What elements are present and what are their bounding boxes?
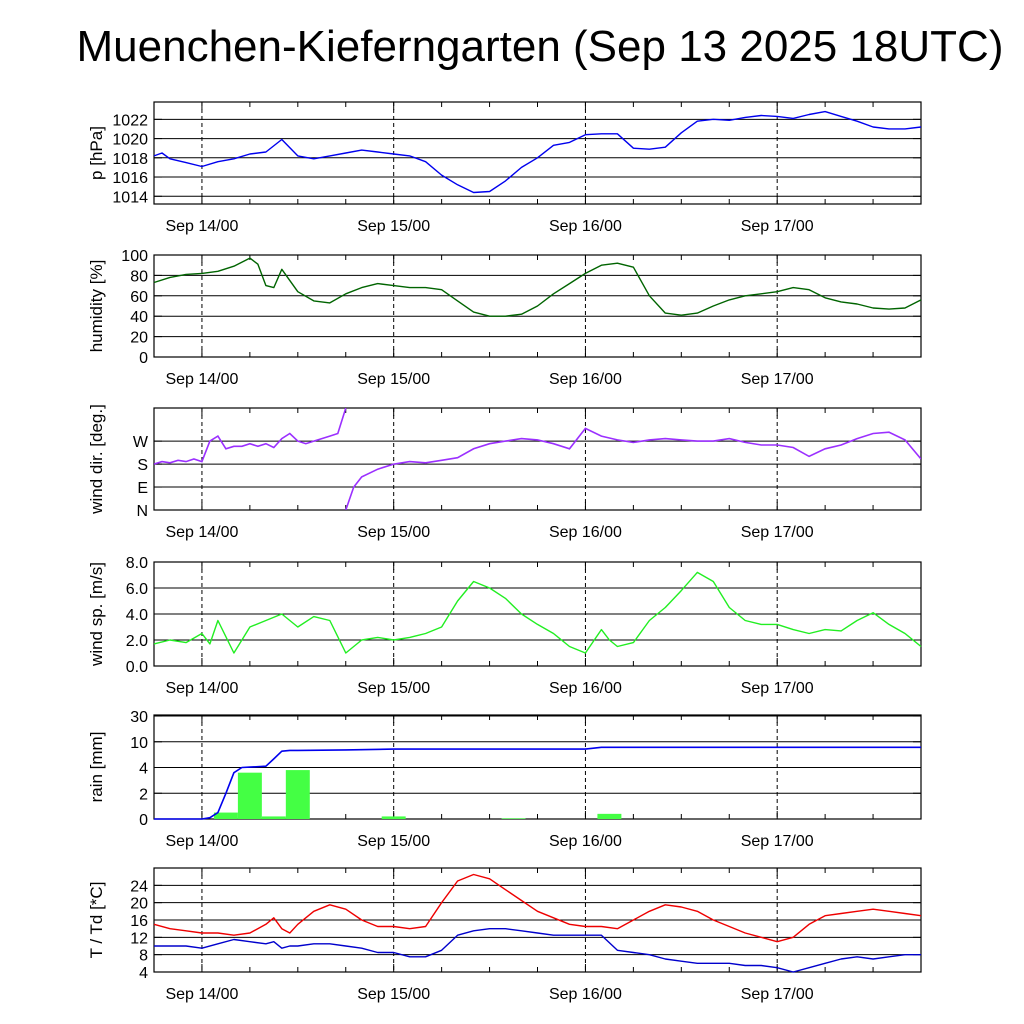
temperature-ylabel: T / Td [*C]: [87, 882, 106, 959]
temperature-ytick-label: 4: [139, 965, 148, 982]
rain-bar: [501, 818, 526, 819]
pressure-ytick-label: 1014: [112, 189, 148, 206]
wind_dir-xtick-label: Sep 16/00: [549, 524, 622, 541]
pressure-line: [153, 110, 922, 194]
wind_speed-frame: [153, 561, 922, 667]
temperature-ytick-label: 16: [130, 913, 148, 930]
humidity-ytick-label: 80: [130, 268, 148, 285]
wind_dir-xtick-label: Sep 15/00: [357, 524, 430, 541]
temperature-frame: [153, 867, 922, 973]
humidity-xtick-label: Sep 14/00: [165, 371, 238, 388]
wind_speed-ytick-label: 4.0: [126, 607, 148, 624]
humidity-ytick-label: 40: [130, 309, 148, 326]
temperature-xtick-label: Sep 16/00: [549, 986, 622, 1003]
pressure-xtick-label: Sep 16/00: [549, 218, 622, 235]
rain-bar: [285, 770, 310, 819]
pressure-ytick-label: 1022: [112, 112, 148, 129]
rain-ytick-label: 30: [130, 709, 148, 726]
humidity-xtick-label: Sep 15/00: [357, 371, 430, 388]
wind_dir-ytick-label: S: [137, 457, 148, 474]
humidity-frame: [153, 254, 922, 358]
rain-xtick-label: Sep 14/00: [165, 833, 238, 850]
humidity-ytick-label: 60: [130, 289, 148, 306]
rain-accumulated-line: [154, 746, 921, 820]
wind_dir-ytick-label: W: [133, 434, 149, 451]
pressure-xtick-label: Sep 14/00: [165, 218, 238, 235]
humidity-line: [153, 257, 922, 317]
temperature-xtick-label: Sep 17/00: [741, 986, 814, 1003]
rain-ylabel: rain [mm]: [87, 732, 106, 803]
wind_dir-frame: [153, 407, 922, 511]
humidity-xtick-label: Sep 16/00: [549, 371, 622, 388]
wind_dir-xtick-label: Sep 14/00: [165, 524, 238, 541]
wind_speed-xtick-label: Sep 14/00: [165, 680, 238, 697]
rain-xtick-label: Sep 16/00: [549, 833, 622, 850]
wind_speed-ylabel: wind sp. [m/s]: [87, 562, 106, 667]
rain-bar: [381, 816, 406, 819]
pressure-ylabel: p [hPa]: [87, 126, 106, 180]
pressure-ytick-label: 1020: [112, 132, 148, 149]
chart-title: Muenchen-Kieferngarten (Sep 13 2025 18UT…: [76, 22, 1004, 71]
rain-ytick-label: 4: [139, 761, 148, 778]
temperature-ytick-label: 8: [139, 948, 148, 965]
humidity-ytick-label: 0: [139, 350, 148, 367]
rain-bar: [261, 816, 286, 819]
rain-bar: [213, 812, 238, 819]
pressure-ytick-label: 1018: [112, 151, 148, 168]
temperature-line: [153, 873, 922, 943]
temperature-ytick-label: 20: [130, 896, 148, 913]
pressure-xtick-label: Sep 15/00: [357, 218, 430, 235]
wind_dir-ytick-label: E: [137, 480, 148, 497]
rain-bar: [237, 772, 262, 819]
wind_speed-xtick-label: Sep 16/00: [549, 680, 622, 697]
wind_dir-ytick-label: N: [136, 503, 148, 520]
rain-ytick-label: 0: [139, 812, 148, 829]
pressure-xtick-label: Sep 17/00: [741, 218, 814, 235]
humidity-ylabel: humidity [%]: [87, 260, 106, 353]
wind_speed-xtick-label: Sep 17/00: [741, 680, 814, 697]
rain-xtick-label: Sep 15/00: [357, 833, 430, 850]
temperature-ytick-label: 24: [130, 878, 148, 895]
wind_speed-line: [153, 571, 922, 654]
pressure-ytick-label: 1016: [112, 170, 148, 187]
humidity-xtick-label: Sep 17/00: [741, 371, 814, 388]
temperature-xtick-label: Sep 14/00: [165, 986, 238, 1003]
wind_speed-ytick-label: 8.0: [126, 555, 148, 572]
wind_speed-ytick-label: 6.0: [126, 581, 148, 598]
temperature-ytick-label: 12: [130, 930, 148, 947]
wind_speed-ytick-label: 2.0: [126, 633, 148, 650]
humidity-ytick-label: 20: [130, 330, 148, 347]
rain-bar: [597, 813, 622, 819]
rain-ytick-label: 10: [130, 735, 148, 752]
wind_speed-ytick-label: 0.0: [126, 659, 148, 676]
rain-frame: [153, 714, 922, 820]
rain-xtick-label: Sep 17/00: [741, 833, 814, 850]
wind-dir-line: [154, 408, 347, 465]
wind_speed-xtick-label: Sep 15/00: [357, 680, 430, 697]
wind-dir-line: [345, 427, 921, 510]
temperature-xtick-label: Sep 15/00: [357, 986, 430, 1003]
wind_dir-xtick-label: Sep 17/00: [741, 524, 814, 541]
wind_dir-ylabel: wind dir. [deg.]: [87, 404, 106, 515]
dewpoint-line: [154, 928, 921, 973]
humidity-ytick-label: 100: [121, 248, 148, 265]
rain-ytick-label: 2: [139, 786, 148, 803]
pressure-frame: [153, 101, 922, 205]
